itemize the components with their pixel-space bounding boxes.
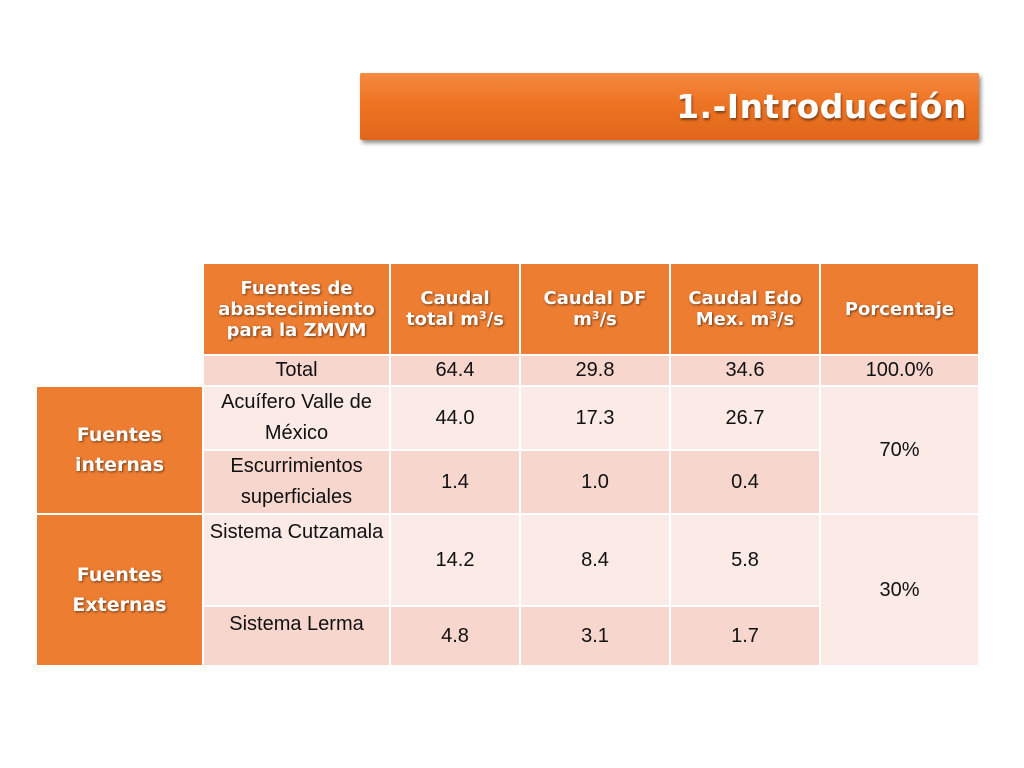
row-caudal-edo: 26.7 [671, 387, 821, 451]
header-row: Fuentes de abastecimiento para la ZMVM C… [37, 264, 980, 356]
water-sources-table: Fuentes de abastecimiento para la ZMVM C… [37, 264, 980, 667]
total-blank-cell [37, 356, 204, 387]
table-row: Fuentes internas Acuífero Valle de Méxic… [37, 387, 980, 515]
header-porcentaje: Porcentaje [821, 264, 980, 356]
row-caudal-df: 8.4 [521, 515, 671, 607]
header-caudal-total: Caudal total m3/s [391, 264, 521, 356]
row-label: Acuífero Valle de México [204, 387, 391, 451]
header-blank-cell [37, 264, 204, 356]
row-caudal-df: 3.1 [521, 607, 671, 667]
slide-title: 1.-Introducción [676, 87, 967, 126]
table-row: Sistema Lerma 4.8 3.1 1.7 [37, 607, 980, 667]
row-caudal-edo: 5.8 [671, 515, 821, 607]
row-caudal-df: 1.0 [521, 451, 671, 515]
row-label: Sistema Lerma [204, 607, 391, 667]
group-porcentaje-externas: 30% [821, 515, 980, 667]
total-caudal-edo: 34.6 [671, 356, 821, 387]
table-row: Fuentes Externas Sistema Cutzamala 14.2 … [37, 515, 980, 667]
group-label-internas: Fuentes internas [37, 387, 204, 515]
title-banner: 1.-Introducción [360, 73, 979, 140]
total-caudal-total: 64.4 [391, 356, 521, 387]
group-label-externas: Fuentes Externas [37, 515, 204, 667]
total-row: Total 64.4 29.8 34.6 100.0% [37, 356, 980, 387]
row-caudal-edo: 1.7 [671, 607, 821, 667]
total-label: Total [204, 356, 391, 387]
row-caudal-total: 44.0 [391, 387, 521, 451]
total-caudal-df: 29.8 [521, 356, 671, 387]
row-label: Escurrimientos superficiales [204, 451, 391, 515]
group-porcentaje-internas: 70% [821, 387, 980, 515]
table-row: Escurrimientos superficiales 1.4 1.0 0.4 [37, 451, 980, 515]
row-caudal-total: 4.8 [391, 607, 521, 667]
row-caudal-edo: 0.4 [671, 451, 821, 515]
row-caudal-total: 1.4 [391, 451, 521, 515]
header-fuentes: Fuentes de abastecimiento para la ZMVM [204, 264, 391, 356]
total-porcentaje: 100.0% [821, 356, 980, 387]
header-caudal-df: Caudal DF m3/s [521, 264, 671, 356]
row-caudal-total: 14.2 [391, 515, 521, 607]
row-caudal-df: 17.3 [521, 387, 671, 451]
row-label: Sistema Cutzamala [204, 515, 391, 607]
header-caudal-edo: Caudal Edo Mex. m3/s [671, 264, 821, 356]
